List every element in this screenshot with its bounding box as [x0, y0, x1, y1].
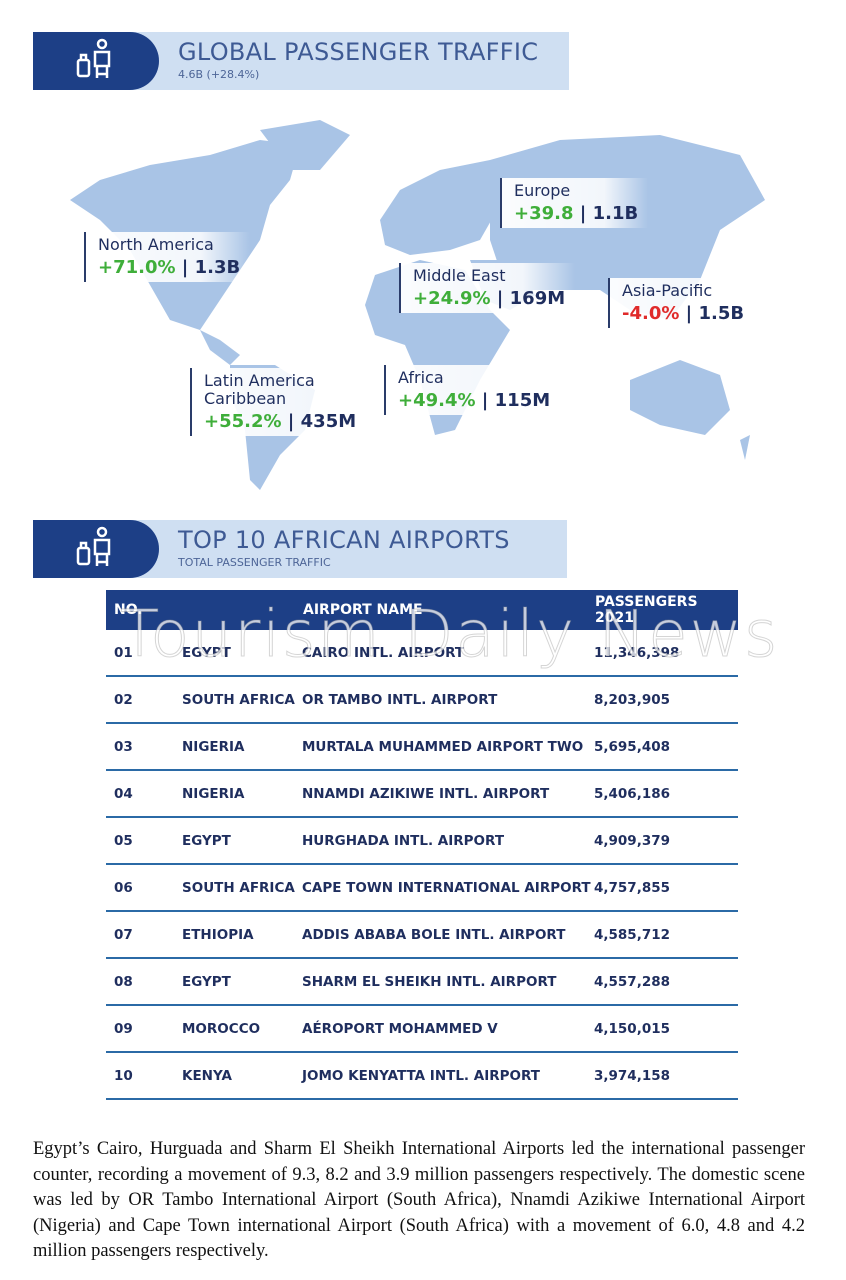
region-latin-america: Latin America Caribbean +55.2% | 435M: [190, 368, 367, 436]
row-airport: NNAMDI AZIKIWE INTL. AIRPORT: [302, 770, 594, 818]
table-row: 02 SOUTH AFRICA OR TAMBO INTL. AIRPORT 8,20…: [106, 676, 738, 724]
region-total: 115M: [494, 390, 551, 411]
region-middle-east: Middle East +24.9% | 169M: [399, 263, 576, 313]
nz-shape: [740, 435, 750, 460]
row-passengers: 5,406,186: [594, 770, 738, 818]
region-name: North America: [98, 235, 214, 254]
airports-title: TOP 10 AFRICAN AIRPORTS: [178, 526, 510, 554]
row-country: ETHIOPIA: [182, 911, 302, 959]
header-country: [182, 590, 302, 630]
row-airport: SHARM EL SHEIKH INTL. AIRPORT: [302, 958, 594, 1006]
row-number: 07: [106, 911, 182, 959]
global-traffic-title: GLOBAL PASSENGER TRAFFIC: [178, 38, 539, 66]
row-passengers: 4,757,855: [594, 864, 738, 912]
australia-shape: [630, 360, 730, 435]
table-row: 06 SOUTH AFRICA CAPE TOWN INTERNATIONAL AI…: [106, 864, 738, 912]
row-passengers: 8,203,905: [594, 676, 738, 724]
region-change: +49.4%: [398, 390, 476, 411]
traveler-luggage-icon: [33, 520, 159, 578]
row-country: NIGERIA: [182, 723, 302, 771]
global-traffic-banner: GLOBAL PASSENGER TRAFFIC 4.6B (+28.4%): [33, 32, 569, 90]
row-number: 03: [106, 723, 182, 771]
row-passengers: 4,150,015: [594, 1005, 738, 1053]
table-row: 01 EGYPT CAIRO INTL. AIRPORT 11,346,398: [106, 630, 738, 677]
row-country: NIGERIA: [182, 770, 302, 818]
header-airport-name: AIRPORT NAME: [302, 590, 594, 630]
article-paragraph: Egypt’s Cairo, Hurguada and Sharm El She…: [33, 1139, 805, 1261]
row-airport: OR TAMBO INTL. AIRPORT: [302, 676, 594, 724]
region-change: +39.8: [514, 203, 574, 224]
header-passengers: PASSENGERS 2021: [594, 590, 738, 630]
global-traffic-subtitle: 4.6B (+28.4%): [178, 68, 260, 81]
table-row: 04 NIGERIA NNAMDI AZIKIWE INTL. AIRPORT 5,4…: [106, 770, 738, 818]
region-change: -4.0%: [622, 303, 680, 324]
table-row: 05 EGYPT HURGHADA INTL. AIRPORT 4,909,379: [106, 817, 738, 865]
row-country: MOROCCO: [182, 1005, 302, 1053]
airports-subtitle: TOTAL PASSENGER TRAFFIC: [178, 556, 331, 569]
row-country: EGYPT: [182, 630, 302, 677]
row-number: 09: [106, 1005, 182, 1053]
row-country: SOUTH AFRICA: [182, 864, 302, 912]
region-north-america: North America +71.0% | 1.3B: [84, 232, 251, 282]
row-airport: JOMO KENYATTA INTL. AIRPORT: [302, 1052, 594, 1100]
row-country: EGYPT: [182, 817, 302, 865]
region-total: 435M: [300, 411, 357, 432]
region-change: +55.2%: [204, 411, 282, 432]
row-airport: CAIRO INTL. AIRPORT: [302, 630, 594, 677]
row-airport: MURTALA MUHAMMED AIRPORT TWO: [302, 723, 594, 771]
row-airport: AÉROPORT MOHAMMED V: [302, 1005, 594, 1053]
row-passengers: 4,585,712: [594, 911, 738, 959]
region-name: Africa: [398, 368, 444, 387]
region-change: +71.0%: [98, 257, 176, 278]
row-country: EGYPT: [182, 958, 302, 1006]
table-row: 03 NIGERIA MURTALA MUHAMMED AIRPORT TWO 5,6…: [106, 723, 738, 771]
greenland-shape: [260, 120, 350, 170]
row-country: KENYA: [182, 1052, 302, 1100]
table-row: 08 EGYPT SHARM EL SHEIKH INTL. AIRPORT 4,55…: [106, 958, 738, 1006]
table-row: 10 KENYA JOMO KENYATTA INTL. AIRPORT 3,974,…: [106, 1052, 738, 1100]
row-number: 02: [106, 676, 182, 724]
region-total: 1.5B: [698, 303, 745, 324]
row-number: 05: [106, 817, 182, 865]
row-passengers: 3,974,158: [594, 1052, 738, 1100]
region-name: Latin America: [204, 371, 315, 390]
region-name: Asia-Pacific: [622, 281, 713, 300]
row-passengers: 5,695,408: [594, 723, 738, 771]
row-number: 10: [106, 1052, 182, 1100]
central-america-shape: [200, 330, 240, 365]
row-number: 01: [106, 630, 182, 677]
region-asia-pacific: Asia-Pacific -4.0% | 1.5B: [608, 278, 755, 328]
row-number: 06: [106, 864, 182, 912]
region-name-2: Caribbean: [204, 389, 287, 408]
region-total: 169M: [509, 288, 566, 309]
row-passengers: 4,557,288: [594, 958, 738, 1006]
row-airport: ADDIS ABABA BOLE INTL. AIRPORT: [302, 911, 594, 959]
row-number: 08: [106, 958, 182, 1006]
header-no: NO.: [106, 590, 182, 630]
region-africa: Africa +49.4% | 115M: [384, 365, 561, 415]
table-row: 07 ETHIOPIA ADDIS ABABA BOLE INTL. AIRPORT…: [106, 911, 738, 959]
europe-shape: [380, 160, 500, 255]
row-airport: CAPE TOWN INTERNATIONAL AIRPORT: [302, 864, 594, 912]
region-change: +24.9%: [413, 288, 491, 309]
traveler-luggage-icon: [33, 32, 159, 90]
region-europe: Europe +39.8 | 1.1B: [500, 178, 649, 228]
table-row: 09 MOROCCO AÉROPORT MOHAMMED V 4,150,015: [106, 1005, 738, 1053]
region-name: Europe: [514, 181, 571, 200]
row-passengers: 11,346,398: [594, 630, 738, 677]
airports-table: NO. AIRPORT NAME PASSENGERS 2021 01 EGYPT…: [106, 590, 738, 1100]
airports-banner: TOP 10 AFRICAN AIRPORTS TOTAL PASSENGER …: [33, 520, 567, 578]
region-name: Middle East: [413, 266, 506, 285]
region-total: 1.1B: [592, 203, 639, 224]
row-passengers: 4,909,379: [594, 817, 738, 865]
region-total: 1.3B: [194, 257, 241, 278]
row-number: 04: [106, 770, 182, 818]
row-airport: HURGHADA INTL. AIRPORT: [302, 817, 594, 865]
row-country: SOUTH AFRICA: [182, 676, 302, 724]
